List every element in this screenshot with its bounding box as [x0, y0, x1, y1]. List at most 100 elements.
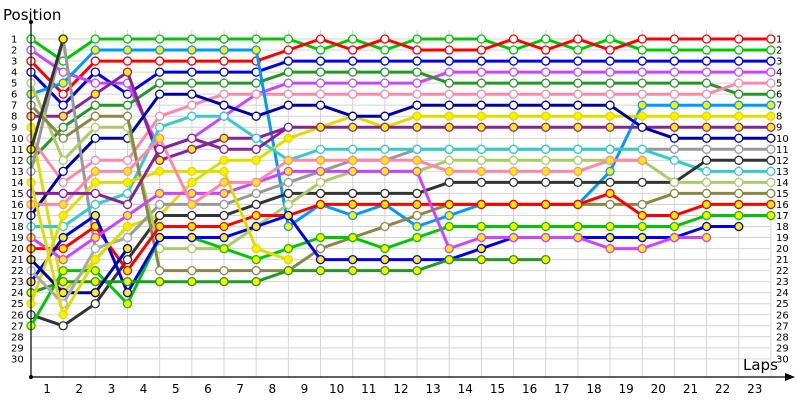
data-point: [155, 56, 165, 66]
data-point: [283, 155, 294, 165]
data-point: [251, 243, 261, 254]
data-point: [90, 299, 100, 309]
data-point: [315, 177, 326, 188]
x-tick-label: 2: [75, 382, 83, 396]
data-point: [283, 89, 294, 99]
data-point: [669, 221, 680, 232]
data-point: [155, 221, 165, 232]
data-point: [605, 100, 615, 110]
data-point: [90, 277, 100, 287]
data-point: [315, 100, 326, 110]
data-point: [508, 166, 519, 177]
right-position-label: 4: [776, 68, 782, 79]
right-position-label: 6: [776, 90, 782, 101]
data-point: [766, 199, 776, 210]
data-point: [58, 100, 68, 110]
data-point: [283, 67, 294, 77]
data-point: [444, 155, 454, 165]
data-point: [637, 144, 647, 154]
data-point: [412, 100, 422, 110]
data-point: [701, 122, 712, 132]
data-point: [380, 45, 390, 55]
data-point: [444, 67, 454, 77]
data-point: [573, 78, 583, 88]
data-point: [90, 34, 100, 44]
data-point: [219, 78, 229, 88]
data-point: [701, 221, 712, 232]
data-point: [605, 177, 615, 188]
data-point: [122, 221, 133, 232]
data-point: [605, 188, 615, 199]
data-point: [283, 122, 294, 132]
data-point: [58, 277, 68, 287]
data-point: [122, 177, 133, 188]
data-point: [187, 100, 197, 110]
data-point: [766, 34, 776, 44]
right-tick-label: 26: [776, 310, 789, 321]
data-point: [573, 166, 583, 177]
data-point: [701, 210, 712, 221]
x-tick-label: 14: [458, 382, 473, 396]
series-blue: [26, 56, 776, 110]
y-tick-label: 1: [11, 35, 17, 46]
data-point: [251, 254, 261, 265]
data-point: [187, 277, 197, 287]
data-point: [766, 210, 776, 221]
series-cyan: [26, 111, 776, 232]
data-point: [605, 67, 615, 77]
data-point: [187, 265, 197, 276]
series-line: [31, 191, 771, 273]
x-tick-label: 6: [204, 382, 212, 396]
data-point: [219, 265, 229, 276]
data-point: [315, 166, 326, 177]
data-point: [444, 221, 454, 232]
y-tick-label: 23: [11, 277, 24, 288]
data-point: [541, 89, 551, 99]
data-point: [187, 166, 197, 177]
y-tick-label: 9: [11, 123, 17, 134]
right-position-label: 14: [776, 178, 789, 189]
data-point: [283, 56, 294, 66]
y-tick-label: 30: [11, 354, 24, 365]
data-point: [219, 166, 229, 177]
x-tick-label: 7: [236, 382, 244, 396]
series-yellow3: [26, 177, 133, 320]
data-point: [508, 34, 519, 44]
data-point: [122, 34, 133, 44]
x-tick-label: 11: [361, 382, 376, 396]
data-point: [219, 56, 229, 66]
data-point: [669, 34, 680, 44]
data-point: [573, 144, 583, 154]
data-point: [541, 111, 551, 121]
series-line: [29, 104, 771, 273]
data-point: [122, 243, 133, 254]
data-point: [283, 100, 294, 110]
data-point: [90, 100, 100, 110]
y-tick-label: 19: [11, 233, 24, 244]
right-tick-label: 21: [776, 255, 789, 266]
y-tick-label: 16: [11, 200, 24, 211]
data-point: [380, 78, 390, 88]
data-point: [476, 34, 487, 44]
data-point: [122, 188, 133, 199]
data-point: [219, 210, 229, 221]
data-point: [637, 78, 647, 88]
x-tick-label: 13: [425, 382, 440, 396]
data-point: [508, 100, 519, 110]
data-point: [444, 100, 454, 110]
y-tick-label: 20: [11, 244, 24, 255]
data-point: [58, 210, 68, 221]
series-line: [30, 169, 707, 262]
data-point: [155, 265, 165, 276]
data-point: [734, 45, 744, 55]
data-point: [187, 210, 197, 221]
data-point: [573, 122, 583, 132]
data-point: [476, 100, 487, 110]
data-point: [701, 78, 712, 88]
series-darkgreen2: [26, 254, 551, 298]
data-point: [701, 34, 712, 44]
right-position-label: 10: [776, 134, 789, 145]
x-tick-label: 17: [554, 382, 569, 396]
data-point: [380, 254, 390, 265]
data-point: [380, 144, 390, 154]
